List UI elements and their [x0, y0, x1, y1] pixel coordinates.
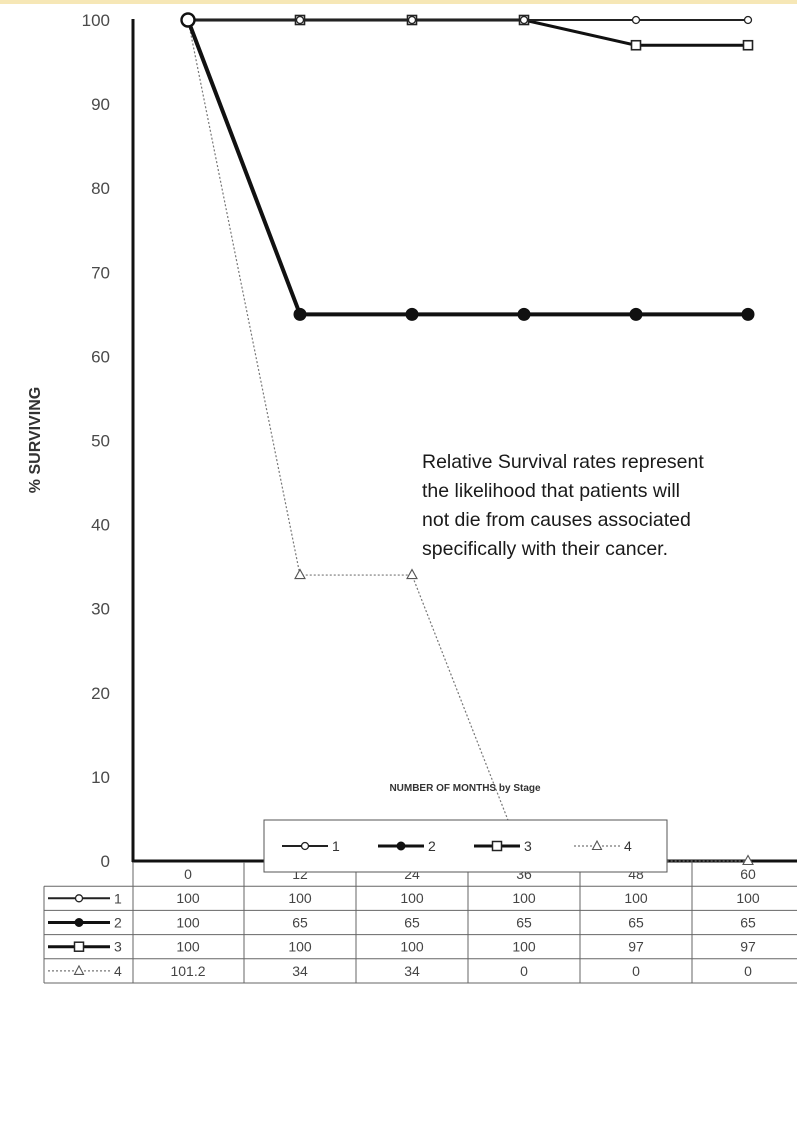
table-cell: 100 [288, 939, 312, 955]
row-key-label: 4 [114, 963, 122, 979]
row-key-2: 2 [48, 915, 122, 931]
table-cell: 100 [512, 939, 536, 955]
series-2-point [517, 307, 531, 321]
y-tick-label: 100 [82, 11, 110, 30]
table-cell: 100 [176, 914, 200, 930]
table-cell: 100 [400, 939, 424, 955]
table-cell: 34 [404, 963, 420, 979]
series-4-point [406, 568, 418, 580]
series-1-point [407, 15, 417, 25]
y-tick-label: 70 [91, 263, 110, 282]
key-marker [491, 840, 503, 852]
table-cell: 100 [624, 890, 648, 906]
table-cell: 100 [176, 939, 200, 955]
series-1-point [631, 15, 641, 25]
table-cell: 0 [744, 963, 752, 979]
annotation-line: not die from causes associated [422, 509, 691, 531]
x-axis-title: NUMBER OF MONTHS by Stage [389, 783, 541, 794]
series-1-point [519, 15, 529, 25]
y-tick-label: 30 [91, 600, 110, 619]
x-tick-label: 60 [740, 866, 756, 882]
series-1-point [295, 15, 305, 25]
legend-item-2: 2 [378, 838, 436, 854]
series-group [180, 12, 755, 866]
table-cell: 65 [516, 914, 532, 930]
legend-label: 1 [332, 838, 340, 854]
legend-label: 4 [624, 838, 632, 854]
row-key-1: 1 [48, 890, 122, 906]
series-1-point [743, 15, 753, 25]
annotation-line: Relative Survival rates represent [422, 451, 704, 473]
legend: 1 2 3 4 [263, 819, 668, 873]
key-marker [73, 941, 85, 952]
table-cell: 100 [288, 890, 312, 906]
key-marker [396, 841, 406, 851]
table-cell: 101.2 [170, 963, 205, 979]
table-cell: 65 [740, 914, 756, 930]
table-cell: 100 [736, 890, 760, 906]
y-tick-label: 50 [91, 432, 110, 451]
annotation-line: the likelihood that patients will [422, 480, 680, 502]
table-cell: 65 [628, 914, 644, 930]
plot-axes [131, 19, 797, 863]
series-4-point [294, 568, 306, 580]
series-3-point [630, 39, 642, 51]
key-marker [73, 964, 85, 975]
y-tick-label: 20 [91, 684, 110, 703]
annotation-line: specifically with their cancer. [422, 538, 668, 560]
y-tick-label: 0 [101, 852, 110, 871]
row-key-4: 4 [48, 963, 122, 979]
table-cell: 0 [520, 963, 528, 979]
series-2-point [741, 307, 755, 321]
key-marker [74, 918, 84, 927]
series-3-line [188, 18, 748, 47]
y-tick-label: 10 [91, 768, 110, 787]
y-tick-label: 60 [91, 347, 110, 366]
key-marker [300, 841, 310, 851]
legend-item-3: 3 [474, 838, 532, 854]
table-cell: 100 [176, 890, 200, 906]
row-key-label: 1 [114, 890, 122, 906]
table-cell: 97 [740, 939, 756, 955]
x-tick-label: 0 [184, 866, 192, 882]
table-cell: 100 [400, 890, 424, 906]
row-key-label: 2 [114, 915, 122, 931]
legend-item-1: 1 [282, 838, 340, 854]
y-tick-label: 90 [91, 95, 110, 114]
y-tick-label: 40 [91, 516, 110, 535]
table-cell: 0 [632, 963, 640, 979]
legend-item-4: 4 [574, 838, 632, 854]
top-accent-band [0, 0, 797, 4]
series-3-point [742, 39, 754, 51]
y-axis-label: % SURVIVING [27, 387, 44, 493]
legend-label: 2 [428, 838, 436, 854]
table-cell: 65 [404, 914, 420, 930]
legend-label: 3 [524, 838, 532, 854]
series-2-line [186, 19, 748, 317]
key-marker [74, 894, 84, 903]
series-2-point [293, 307, 307, 321]
series-4-line [187, 19, 748, 862]
table-cell: 65 [292, 914, 308, 930]
table-cell: 97 [628, 939, 644, 955]
table-cell: 100 [512, 890, 536, 906]
y-tick-label: 80 [91, 179, 110, 198]
annotation-note: Relative Survival rates represent the lik… [422, 451, 704, 560]
series-2-point [629, 307, 643, 321]
series-4-point [742, 854, 754, 866]
series-2-point [180, 12, 196, 28]
row-key-label: 3 [114, 939, 122, 955]
table-cell: 34 [292, 963, 308, 979]
y-tick-labels: 0 10 20 30 40 50 60 70 80 90 100 [82, 11, 110, 871]
series-2-point [405, 307, 419, 321]
row-key-3: 3 [48, 939, 122, 955]
key-marker [591, 839, 603, 851]
